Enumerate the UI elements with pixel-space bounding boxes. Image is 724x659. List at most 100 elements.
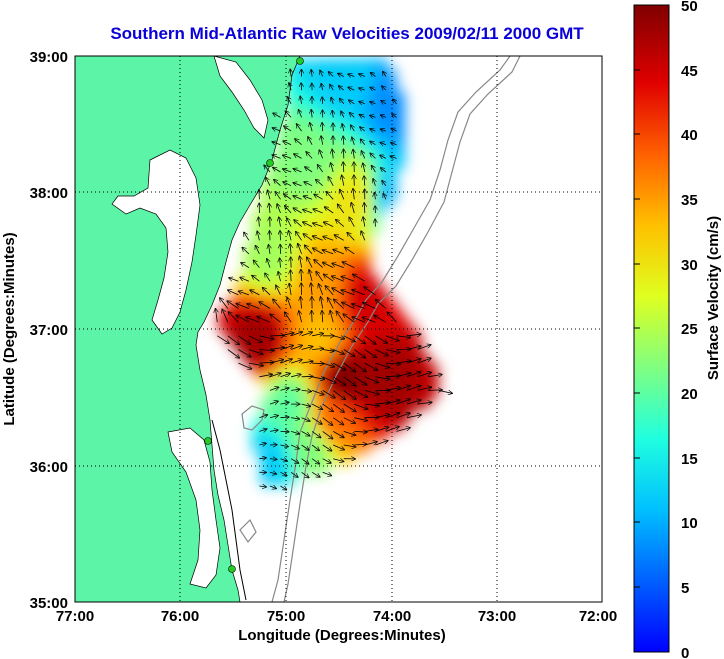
velocity-vector xyxy=(294,154,302,159)
y-tick-label: 35:00 xyxy=(30,595,68,612)
velocity-cell xyxy=(387,397,397,410)
velocity-cell xyxy=(328,167,338,180)
velocity-vector xyxy=(322,417,333,426)
velocity-cell xyxy=(370,58,380,71)
velocity-cell xyxy=(294,189,304,202)
velocity-vector xyxy=(342,175,344,186)
velocity-cell xyxy=(353,69,363,82)
velocity-cell xyxy=(311,430,321,442)
velocity-cell xyxy=(344,419,355,431)
velocity-vector xyxy=(343,335,355,342)
velocity-cell xyxy=(311,440,321,453)
velocity-cell xyxy=(252,255,262,268)
velocity-cell xyxy=(361,342,372,355)
colorbar-tick-labels: 50 45 40 35 30 25 20 15 10 5 0 xyxy=(681,0,698,659)
velocity-vector xyxy=(406,400,421,405)
velocity-cell xyxy=(344,255,355,268)
velocity-cell xyxy=(285,211,296,224)
velocity-cell xyxy=(268,353,279,366)
delaware-bay xyxy=(213,56,269,139)
velocity-cell xyxy=(387,167,397,180)
velocity-cell xyxy=(395,397,405,410)
velocity-vector xyxy=(321,136,323,145)
velocity-cell xyxy=(294,113,304,126)
velocity-cell xyxy=(387,408,397,421)
velocity-vector xyxy=(264,165,271,173)
velocity-cell xyxy=(353,135,363,148)
velocity-vector xyxy=(300,256,302,268)
velocity-cell xyxy=(353,299,363,311)
velocity-cell xyxy=(294,266,304,279)
velocity-vector xyxy=(322,123,323,132)
velocity-vector xyxy=(385,349,400,353)
velocity-cell xyxy=(361,200,372,213)
velocity-cell xyxy=(243,288,253,300)
velocity-cell xyxy=(294,233,304,246)
velocity-cell xyxy=(243,244,253,257)
velocity-cell xyxy=(336,266,346,279)
x-tick-label: 76:00 xyxy=(161,608,199,625)
colorbar-tick-label: 45 xyxy=(681,63,698,80)
colorbar-label: Surface Velocity (cm/s) xyxy=(705,216,722,380)
velocity-vector xyxy=(290,69,291,77)
x-tick-labels: 77:00 76:00 75:00 74:00 73:00 72:00 xyxy=(56,608,617,625)
velocity-vector xyxy=(390,156,397,158)
velocity-cell xyxy=(336,113,346,126)
x-tick-label: 72:00 xyxy=(579,608,617,625)
velocity-cell xyxy=(319,124,329,137)
velocity-cell xyxy=(302,342,313,355)
velocity-cell xyxy=(361,222,372,235)
colorbar-tick-label: 30 xyxy=(681,257,698,274)
colorbar-tick-label: 25 xyxy=(681,321,698,338)
velocity-vector xyxy=(343,417,355,424)
velocity-vector xyxy=(311,110,312,118)
velocity-cell xyxy=(361,91,372,104)
velocity-cell xyxy=(370,167,380,180)
velocity-cell xyxy=(328,124,338,137)
velocity-vector xyxy=(295,139,302,146)
velocity-vector xyxy=(238,362,251,369)
velocity-cell xyxy=(285,440,296,453)
velocity-vector xyxy=(257,317,271,323)
velocity-vector xyxy=(267,259,270,268)
velocity-cell xyxy=(294,397,304,410)
velocity-cell xyxy=(395,386,405,399)
velocity-cell xyxy=(277,331,287,344)
velocity-cell xyxy=(285,430,296,442)
velocity-cell xyxy=(268,277,279,289)
velocity-cell xyxy=(260,288,270,300)
velocity-cell xyxy=(302,69,313,82)
velocity-vector xyxy=(312,334,323,336)
velocity-cell xyxy=(277,288,287,300)
velocity-cell xyxy=(336,124,346,137)
velocity-cell xyxy=(302,288,313,300)
velocity-cell xyxy=(285,375,296,388)
velocity-vector xyxy=(273,299,281,309)
velocity-cell xyxy=(302,233,313,246)
velocity-cell xyxy=(277,473,287,486)
velocity-cell xyxy=(268,430,279,442)
velocity-cell xyxy=(336,255,346,268)
velocity-vector xyxy=(332,288,345,296)
velocity-vector xyxy=(330,85,333,91)
velocity-cell xyxy=(344,408,355,421)
velocity-cell xyxy=(378,80,388,93)
velocity-vector xyxy=(313,223,323,227)
velocity-vector xyxy=(280,258,281,268)
velocity-vector xyxy=(354,390,367,397)
velocity-vector xyxy=(291,418,299,419)
velocity-cell xyxy=(328,353,338,366)
velocity-cell xyxy=(260,419,270,431)
velocity-vector xyxy=(396,336,411,338)
velocity-cell xyxy=(319,320,329,333)
velocity-cell xyxy=(370,80,380,93)
velocity-cell xyxy=(387,135,397,148)
velocity-cell xyxy=(370,430,380,442)
velocity-vector xyxy=(332,390,345,399)
velocity-vector xyxy=(382,86,386,90)
velocity-vector xyxy=(236,315,250,323)
velocity-vector xyxy=(428,375,442,377)
velocity-vector xyxy=(364,287,376,296)
velocity-vector xyxy=(311,390,324,394)
velocity-cell xyxy=(226,299,237,311)
